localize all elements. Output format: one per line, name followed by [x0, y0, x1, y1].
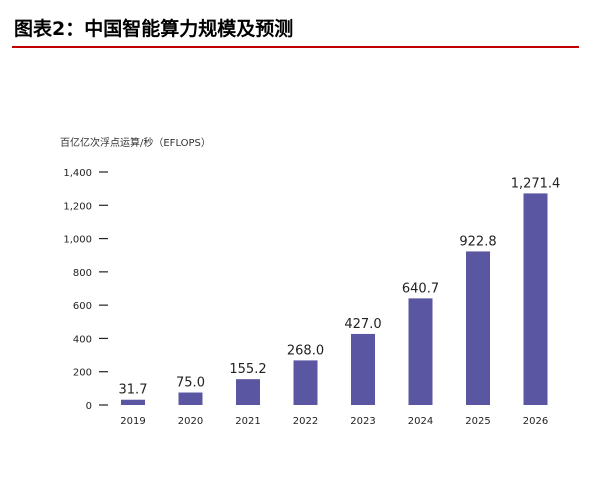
- figure-title: 图表2：中国智能算力规模及预测: [14, 18, 294, 40]
- bar: [408, 298, 433, 405]
- x-tick-label: 2025: [465, 416, 490, 427]
- y-tick-label: 400: [73, 334, 92, 345]
- x-tick-label: 2020: [178, 416, 203, 427]
- bar-value-label: 155.2: [229, 362, 266, 377]
- y-tick-label: 800: [73, 268, 92, 279]
- x-tick-label: 2023: [350, 416, 375, 427]
- x-tick-label: 2021: [235, 416, 260, 427]
- x-tick-label: 2026: [523, 416, 548, 427]
- x-axis-ticks: 2019 2020 2021 2022 2023 2024 2025 2026: [120, 416, 548, 427]
- bar-value-label: 1,271.4: [511, 176, 561, 191]
- bar-value-label: 640.7: [402, 281, 439, 296]
- bar: [121, 399, 145, 405]
- y-axis-ticks: 0 200 400 600 800 1,000 1,200 1,400: [63, 168, 108, 412]
- bar-value-label: 75.0: [176, 376, 205, 391]
- y-axis-unit-label: 百亿亿次浮点运算/秒（EFLOPS）: [60, 136, 211, 149]
- bar-value-label: 427.0: [344, 317, 381, 332]
- bar: [351, 333, 375, 405]
- bar: [178, 392, 203, 405]
- bar-value-label: 268.0: [287, 343, 324, 358]
- figure-header: 图表2：中国智能算力规模及预测: [12, 8, 579, 48]
- y-tick-label: 200: [73, 368, 92, 379]
- y-tick-label: 600: [73, 301, 92, 312]
- bar-value-label: 922.8: [459, 234, 496, 249]
- y-tick-label: 1,200: [63, 201, 92, 212]
- x-tick-label: 2024: [408, 416, 433, 427]
- bars: 31.7 75.0 155.2 268.0 427.0 640.7 922.8 1,271.4: [119, 176, 561, 405]
- bar-value-label: 31.7: [119, 383, 148, 398]
- bar: [523, 193, 548, 405]
- bar: [293, 360, 318, 405]
- x-tick-label: 2022: [293, 416, 318, 427]
- y-tick-label: 0: [86, 401, 92, 412]
- bar: [236, 379, 260, 405]
- bar: [466, 251, 490, 405]
- y-tick-label: 1,400: [63, 168, 92, 179]
- y-tick-label: 1,000: [63, 235, 92, 246]
- x-tick-label: 2019: [120, 416, 145, 427]
